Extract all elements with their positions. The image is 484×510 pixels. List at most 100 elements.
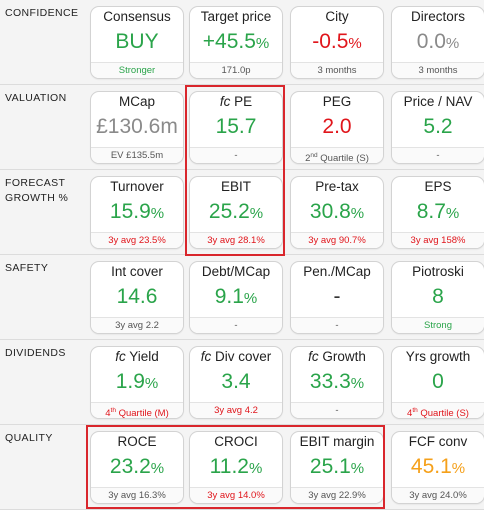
tile-footer: 3y avg 16.3% bbox=[91, 487, 183, 503]
tile-title: Yrs growth bbox=[392, 349, 484, 364]
tile-ebit-margin[interactable]: EBIT margin 25.1% 3y avg 22.9% bbox=[290, 431, 384, 504]
tile-value: 23.2% bbox=[91, 454, 183, 482]
tile-footer: - bbox=[291, 317, 383, 333]
tile-value-number: 9.1 bbox=[214, 285, 244, 308]
tile-title: Price / NAV bbox=[392, 94, 484, 109]
tile-footer-text: 171.0p bbox=[221, 65, 251, 76]
row-valuation: VALUATION MCap £130.6m EV £135.5m fc PE 15.7 -… bbox=[0, 85, 484, 170]
tile-footer: 3y avg 4.2 bbox=[190, 402, 282, 418]
tile-consensus[interactable]: Consensus BUY Stronger bbox=[90, 6, 184, 79]
tile-pre-tax[interactable]: Pre-tax 30.8% 3y avg 90.7% bbox=[290, 176, 384, 249]
tile-ebit[interactable]: EBIT 25.2% 3y avg 28.1% bbox=[189, 176, 283, 249]
tile-footer-ordinal: nd bbox=[310, 152, 318, 159]
row-label: SAFETY bbox=[5, 261, 48, 276]
tile-value: 45.1% bbox=[392, 454, 484, 482]
tile-piotroski[interactable]: Piotroski 8 Strong bbox=[391, 261, 484, 334]
tile-title: CROCI bbox=[190, 434, 282, 449]
row-label-line: SAFETY bbox=[5, 262, 49, 274]
tile-value: 1.9% bbox=[91, 369, 183, 397]
tile-value-number: 0.0 bbox=[416, 30, 446, 53]
tile-title: Pre-tax bbox=[291, 179, 383, 194]
tile-value: 30.8% bbox=[291, 199, 383, 227]
row-label-line: CONFIDENCE bbox=[5, 7, 79, 19]
tile-value-number: 15.7 bbox=[215, 115, 257, 138]
tile-value-unit: % bbox=[350, 375, 365, 392]
tile-footer-text: 3y avg 22.9% bbox=[308, 490, 366, 501]
tile-value: 14.6 bbox=[91, 284, 183, 310]
tile-value-number: 15.9 bbox=[109, 200, 151, 223]
tile-value-number: £130.6m bbox=[96, 115, 178, 138]
tile-title: Int cover bbox=[91, 264, 183, 279]
tile-target-price[interactable]: Target price +45.5% 171.0p bbox=[189, 6, 283, 79]
tile-roce[interactable]: ROCE 23.2% 3y avg 16.3% bbox=[90, 431, 184, 504]
tile-value-unit: % bbox=[445, 35, 460, 52]
tile-footer-text: 3 months bbox=[418, 65, 458, 76]
tile-title: FCF conv bbox=[392, 434, 484, 449]
tile-title-text: ROCE bbox=[117, 434, 157, 449]
tile-title-prefix: fc bbox=[219, 94, 231, 109]
tile-footer: EV £135.5m bbox=[91, 147, 183, 163]
tile-directors[interactable]: Directors 0.0% 3 months bbox=[391, 6, 484, 79]
tile-title-text: CROCI bbox=[214, 434, 258, 449]
tile-value-number: 5.2 bbox=[423, 115, 453, 138]
tile-pen-mcap[interactable]: Pen./MCap - - bbox=[290, 261, 384, 334]
tile-turnover[interactable]: Turnover 15.9% 3y avg 23.5% bbox=[90, 176, 184, 249]
tile-peg[interactable]: PEG 2.0 2nd Quartile (S) bbox=[290, 91, 384, 164]
tile-footer: 3y avg 23.5% bbox=[91, 232, 183, 248]
tile-value: - bbox=[291, 284, 383, 310]
tile-footer-text: 3y avg 4.2 bbox=[214, 405, 258, 416]
tile-value: 25.1% bbox=[291, 454, 383, 482]
tile-eps[interactable]: EPS 8.7% 3y avg 158% bbox=[391, 176, 484, 249]
tile-title-text: EPS bbox=[424, 179, 452, 194]
tile-fc-div-cover[interactable]: fc Div cover 3.4 3y avg 4.2 bbox=[189, 346, 283, 419]
row-label-line: VALUATION bbox=[5, 92, 67, 104]
tile-yrs-growth[interactable]: Yrs growth 0 4th Quartile (S) bbox=[391, 346, 484, 419]
tile-value-unit: % bbox=[150, 460, 165, 477]
tile-title: ROCE bbox=[91, 434, 183, 449]
tile-title-text: Price / NAV bbox=[403, 94, 473, 109]
tile-footer-ordinal: th bbox=[412, 407, 418, 414]
tile-title: EBIT bbox=[190, 179, 282, 194]
tile-fc-yield[interactable]: fc Yield 1.9% 4th Quartile (M) bbox=[90, 346, 184, 419]
tile-footer: 3 months bbox=[392, 62, 484, 78]
tile-city[interactable]: City -0.5% 3 months bbox=[290, 6, 384, 79]
tile-fc-growth[interactable]: fc Growth 33.3% - bbox=[290, 346, 384, 419]
tile-value-number: 14.6 bbox=[116, 285, 158, 308]
tile-title: City bbox=[291, 9, 383, 24]
tile-title-text: PE bbox=[234, 94, 253, 109]
row-label: FORECAST GROWTH % bbox=[5, 176, 68, 206]
tile-mcap[interactable]: MCap £130.6m EV £135.5m bbox=[90, 91, 184, 164]
tile-footer-text: 3y avg 90.7% bbox=[308, 235, 366, 246]
tile-value: 25.2% bbox=[190, 199, 282, 227]
tile-title-text: EBIT margin bbox=[299, 434, 375, 449]
tile-value-number: 3.4 bbox=[221, 370, 251, 393]
tile-value-number: 11.2 bbox=[209, 455, 249, 478]
tile-footer-text: - bbox=[335, 405, 339, 416]
tile-title: Consensus bbox=[91, 9, 183, 24]
tile-title: fc PE bbox=[190, 94, 282, 109]
tile-value-unit: % bbox=[150, 205, 165, 222]
tile-title-text: Int cover bbox=[111, 264, 163, 279]
tile-footer: Strong bbox=[392, 317, 484, 333]
tile-title-text: Yrs growth bbox=[405, 349, 471, 364]
tile-value-number: 0 bbox=[432, 370, 444, 393]
tile-debt-mcap[interactable]: Debt/MCap 9.1% - bbox=[189, 261, 283, 334]
tile-title-prefix: fc bbox=[200, 349, 212, 364]
tile-croci[interactable]: CROCI 11.2% 3y avg 14.0% bbox=[189, 431, 283, 504]
tile-footer-text: Quartile (S) bbox=[417, 408, 469, 419]
tile-footer: 3y avg 24.0% bbox=[392, 487, 484, 503]
tile-price-nav[interactable]: Price / NAV 5.2 - bbox=[391, 91, 484, 164]
tile-value: 2.0 bbox=[291, 114, 383, 140]
row-confidence: CONFIDENCE Consensus BUY Stronger Target pri… bbox=[0, 0, 484, 85]
tile-value: 8 bbox=[392, 284, 484, 310]
tile-value-number: 2.0 bbox=[322, 115, 352, 138]
tile-int-cover[interactable]: Int cover 14.6 3y avg 2.2 bbox=[90, 261, 184, 334]
tile-value: 5.2 bbox=[392, 114, 484, 140]
tile-fc-pe[interactable]: fc PE 15.7 - bbox=[189, 91, 283, 164]
tile-value-number: -0.5 bbox=[312, 30, 349, 53]
tile-footer-rank: 4 bbox=[407, 408, 413, 419]
tile-title-text: City bbox=[325, 9, 349, 24]
tile-title-text: Piotroski bbox=[412, 264, 464, 279]
tile-fcf-conv[interactable]: FCF conv 45.1% 3y avg 24.0% bbox=[391, 431, 484, 504]
tile-footer-text: - bbox=[234, 320, 238, 331]
